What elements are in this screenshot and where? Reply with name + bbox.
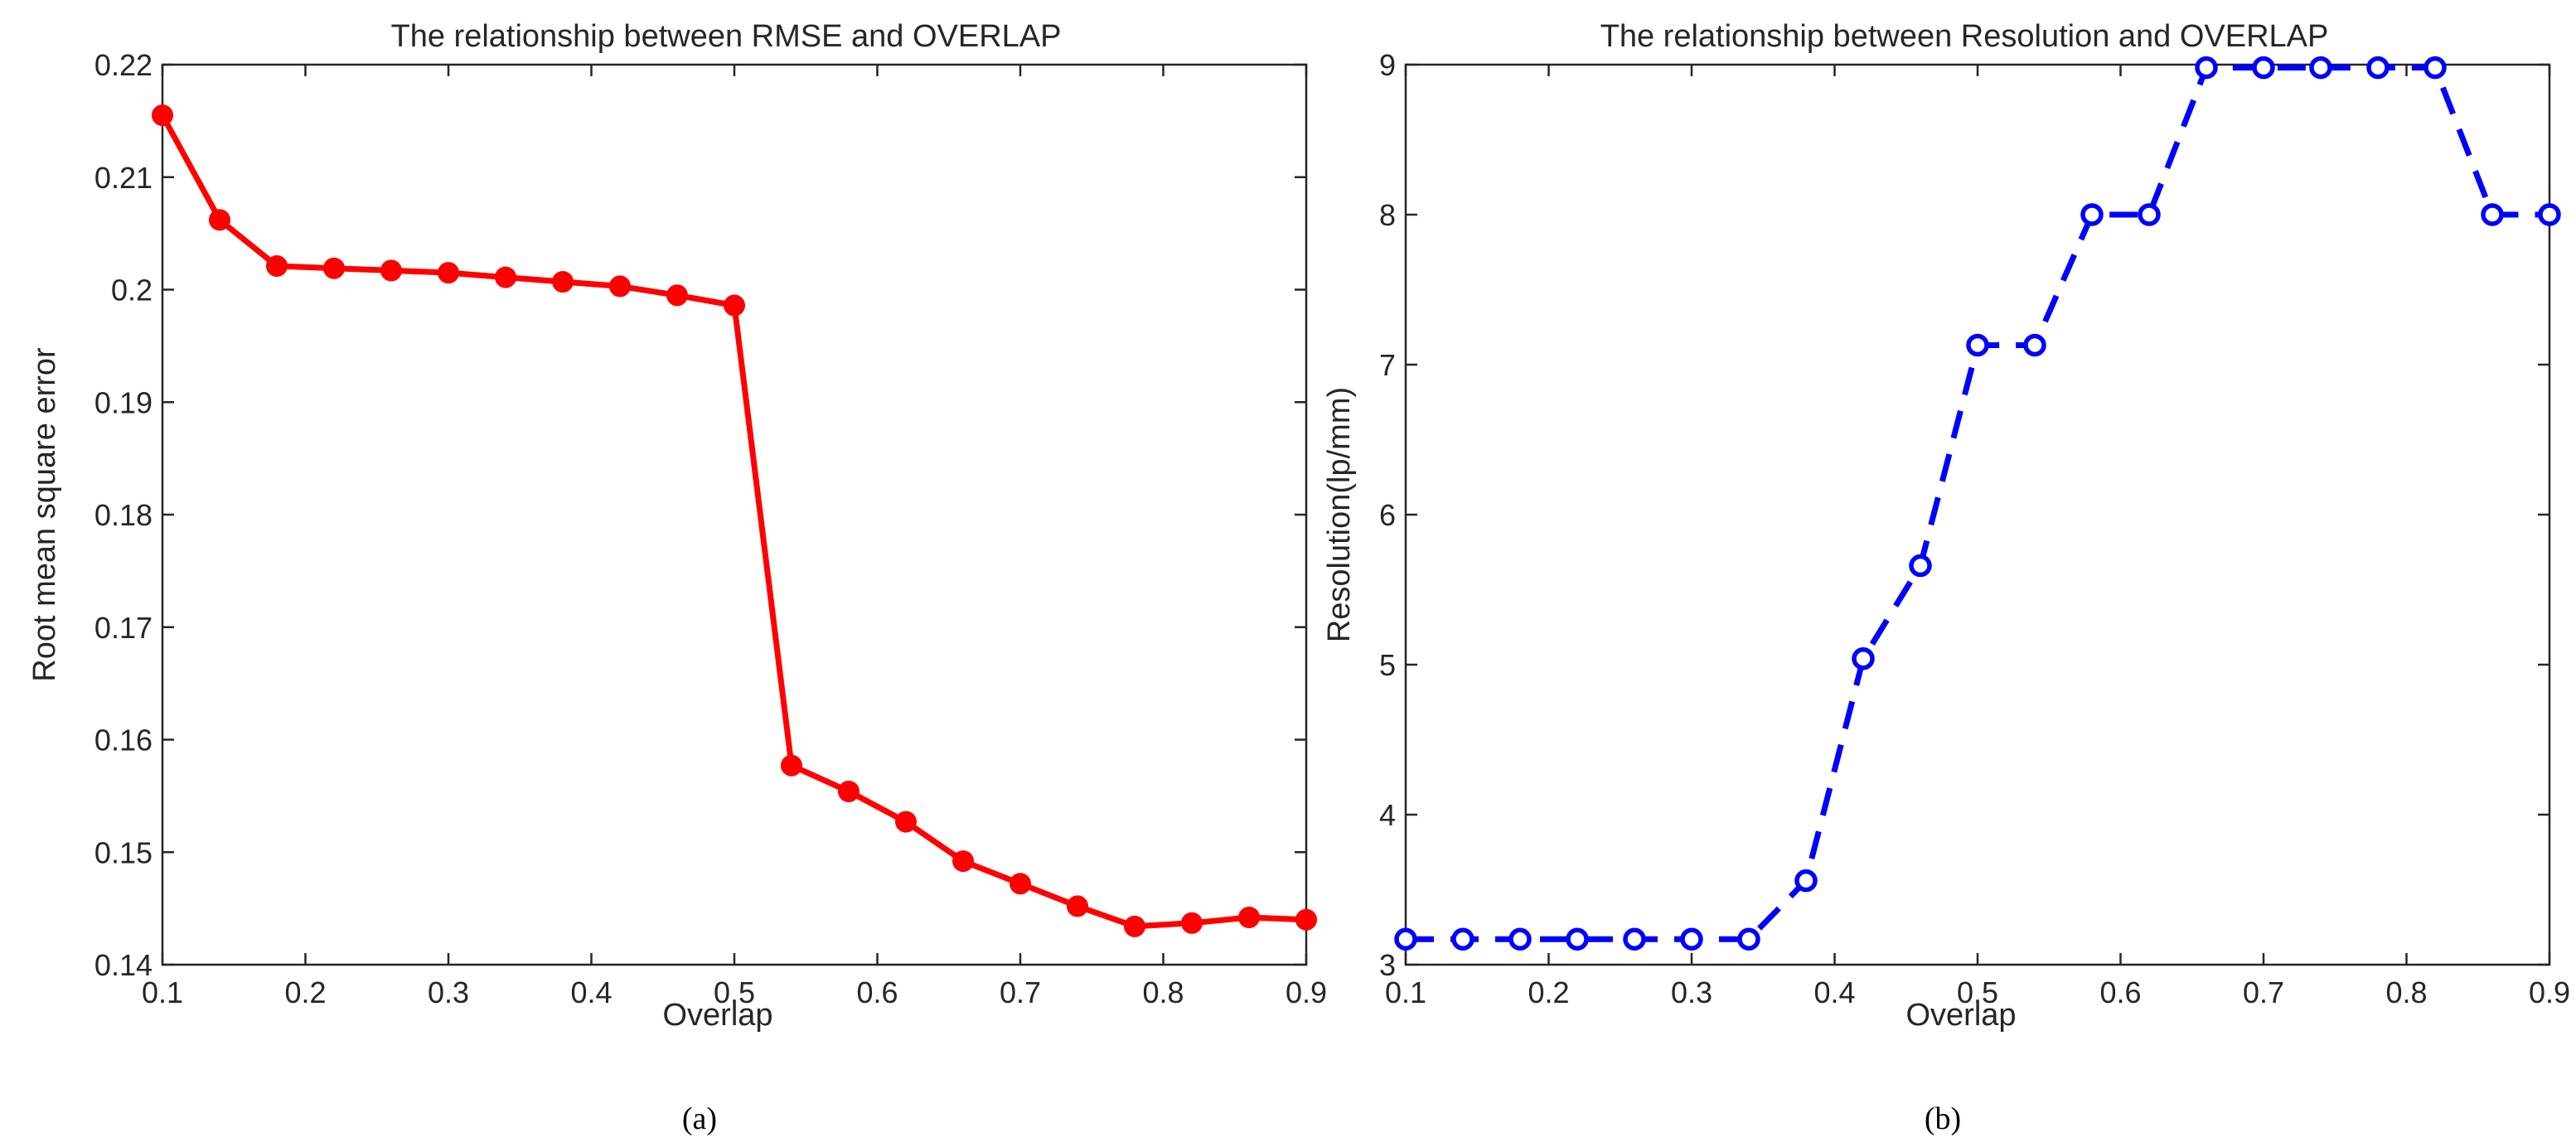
panel-b-y-axis-label: Resolution(lp/mm) — [1322, 387, 1357, 642]
x-tick-label: 0.2 — [1528, 975, 1569, 1009]
data-point — [895, 811, 917, 833]
x-tick-label: 0.7 — [1000, 975, 1041, 1009]
x-tick-label: 0.4 — [1813, 975, 1855, 1009]
data-point — [2309, 56, 2332, 80]
x-tick-label: 0.7 — [2243, 975, 2284, 1009]
panel-a-x-axis: 0.1 0.2 0.3 0.4 0.5 0.6 0.7 0.8 0.9 — [142, 65, 1327, 1009]
y-tick-label: 5 — [1379, 648, 1396, 682]
data-point — [1124, 915, 1145, 937]
data-point — [1238, 906, 1260, 928]
y-tick-label: 4 — [1379, 798, 1396, 832]
data-point — [438, 262, 459, 284]
y-tick-label: 0.18 — [94, 498, 153, 532]
panel-b-title: The relationship between Resolution and … — [1600, 19, 2329, 54]
x-tick-label: 0.6 — [2099, 975, 2141, 1009]
data-point — [1680, 927, 1703, 951]
data-point — [952, 850, 974, 873]
x-tick-label: 0.5 — [714, 975, 755, 1009]
x-tick-label: 0.3 — [1671, 975, 1712, 1009]
y-tick-label: 3 — [1379, 948, 1396, 982]
data-point — [1566, 927, 1589, 951]
data-point — [2252, 56, 2275, 80]
x-tick-label: 0.9 — [1286, 975, 1327, 1009]
x-tick-label: 0.9 — [2529, 975, 2570, 1009]
x-tick-label: 0.2 — [284, 975, 326, 1009]
panel-b-plot-area — [1404, 63, 2551, 966]
panel-a-y-axis: 0.14 0.15 0.16 0.17 0.18 0.19 0.2 0.21 0.22 — [94, 48, 1306, 982]
panel-a-title: The relationship between RMSE and OVERLA… — [391, 19, 1062, 54]
x-tick-label: 0.4 — [570, 975, 612, 1009]
y-tick-label: 9 — [1379, 48, 1396, 82]
panel-a-caption: (a) — [682, 1101, 717, 1136]
y-tick-label: 0.22 — [94, 48, 153, 82]
panel-a-y-axis-label: Root mean square error — [27, 347, 62, 682]
panel-a-x-axis-label: Overlap — [662, 998, 772, 1033]
data-point — [1909, 554, 1932, 578]
y-tick-label: 0.15 — [94, 835, 153, 869]
panel-b-resolution: The relationship between Resolution and … — [1322, 19, 2570, 1136]
data-point — [552, 270, 574, 293]
x-tick-label: 0.8 — [2385, 975, 2427, 1009]
y-tick-label: 0.14 — [94, 948, 153, 982]
x-tick-label: 0.5 — [1957, 975, 1998, 1009]
y-tick-label: 0.2 — [111, 273, 153, 307]
x-tick-label: 0.8 — [1142, 975, 1184, 1009]
data-point — [2366, 56, 2390, 80]
y-tick-label: 0.21 — [94, 161, 153, 195]
data-point — [1852, 647, 1875, 670]
y-tick-label: 0.16 — [94, 724, 153, 757]
data-point — [781, 754, 802, 777]
x-tick-label: 0.6 — [856, 975, 898, 1009]
panel-a-plot-area — [161, 63, 1308, 966]
panel-b-y-axis: 3 4 5 6 7 8 9 — [1379, 48, 2549, 982]
data-point — [323, 257, 345, 279]
data-point — [1067, 895, 1088, 917]
data-point — [380, 259, 402, 282]
data-point — [2138, 203, 2161, 226]
panel-b-caption: (b) — [1925, 1101, 1961, 1136]
data-point — [266, 254, 288, 277]
data-point — [609, 275, 631, 298]
panel-a-rmse: The relationship between RMSE and OVERLA… — [27, 19, 1327, 1136]
data-point — [2538, 203, 2561, 226]
data-point — [724, 294, 745, 317]
x-tick-label: 0.1 — [142, 975, 183, 1009]
data-point — [1737, 927, 1760, 951]
data-point — [2195, 56, 2218, 80]
data-point — [2481, 203, 2504, 226]
panel-b-x-axis: 0.1 0.2 0.3 0.4 0.5 0.6 0.7 0.8 0.9 — [1385, 65, 2570, 1009]
data-point — [1966, 333, 1989, 357]
panel-b-x-axis-label: Overlap — [1905, 998, 2016, 1033]
y-tick-label: 6 — [1379, 498, 1396, 532]
data-point — [2080, 203, 2104, 226]
data-point — [152, 104, 173, 127]
data-point — [209, 209, 230, 231]
y-tick-label: 0.17 — [94, 611, 153, 645]
x-tick-label: 0.3 — [428, 975, 469, 1009]
data-point — [1394, 927, 1417, 951]
data-point — [495, 266, 516, 288]
data-point — [2023, 333, 2046, 357]
data-point — [1181, 912, 1203, 934]
x-tick-label: 0.1 — [1385, 975, 1426, 1009]
panel-a-series — [152, 104, 1317, 937]
y-tick-label: 7 — [1379, 348, 1396, 382]
panel-b-series — [1394, 56, 2561, 951]
y-tick-label: 0.19 — [94, 385, 153, 419]
data-point — [1010, 873, 1031, 895]
data-point — [838, 780, 859, 802]
data-point — [2423, 56, 2447, 80]
data-point — [666, 284, 688, 307]
data-point — [1794, 869, 1818, 893]
data-point — [1295, 908, 1317, 931]
data-point — [1451, 927, 1474, 951]
data-point — [1508, 927, 1532, 951]
data-point — [1623, 927, 1646, 951]
y-tick-label: 8 — [1379, 198, 1396, 232]
